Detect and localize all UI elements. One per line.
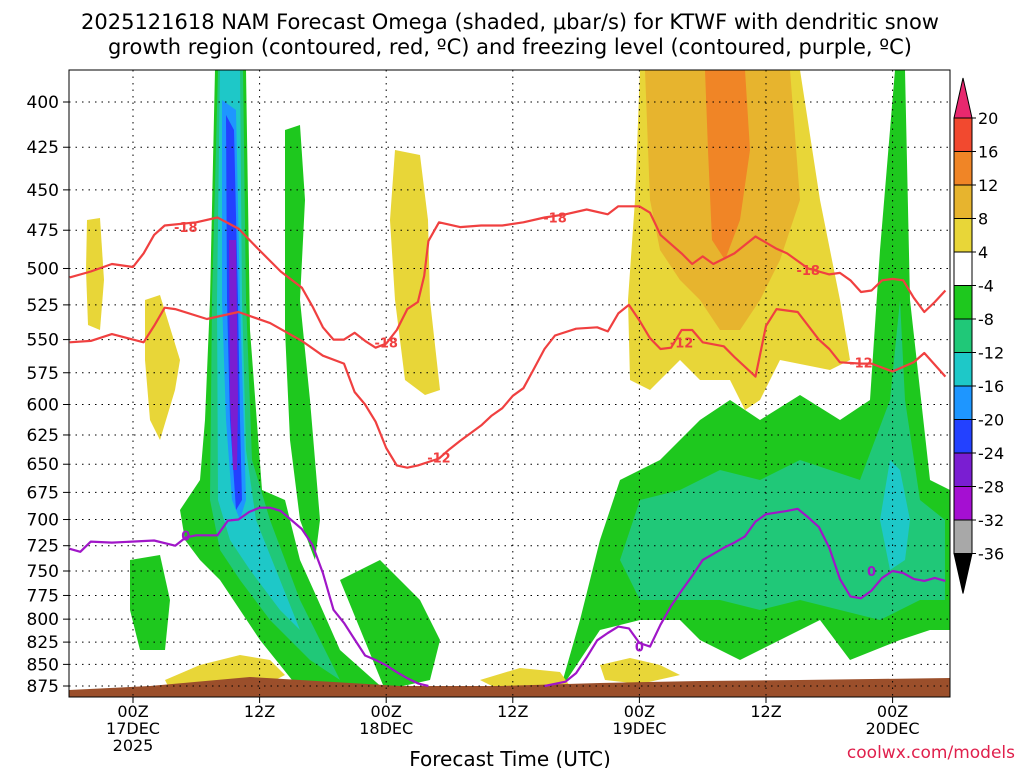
contour-label: -18: [374, 336, 398, 351]
x-tick-label: 00Z: [877, 702, 908, 721]
colorbar-block: [953, 385, 973, 420]
contour-label: 0: [867, 565, 876, 580]
colorbar-block: [953, 285, 973, 320]
colorbar-label: -8: [978, 310, 994, 329]
colorbar-label: 16: [978, 143, 998, 162]
omega-region-green-3: [130, 555, 170, 650]
colorbar-block: [953, 452, 973, 487]
chart-title-line2: growth region (contoured, red, ºC) and f…: [108, 35, 912, 59]
terrain: [69, 677, 950, 697]
y-tick-label: 725: [27, 537, 59, 557]
y-tick-label: 425: [27, 138, 59, 158]
y-tick-label: 550: [27, 331, 59, 351]
colorbar-label: -24: [978, 444, 1004, 463]
colorbar-block: [953, 352, 973, 387]
colorbar-label: -28: [978, 478, 1004, 497]
x-tick-label: 00Z: [371, 702, 402, 721]
contour-label: -18: [174, 221, 198, 236]
y-tick-label: 825: [27, 633, 59, 653]
omega-region-green-4: [340, 560, 440, 690]
contour-label: -18: [796, 264, 820, 279]
contour-label: -12: [670, 336, 694, 351]
colorbar-block: [953, 117, 973, 152]
omega-region-orange: [705, 70, 750, 260]
colorbar-label: -20: [978, 411, 1004, 430]
colorbar-label: 20: [978, 109, 998, 128]
omega-region-purple: [229, 240, 238, 470]
grid: [69, 70, 950, 697]
omega-region-teal-2: [620, 300, 945, 620]
colorbar-block: [953, 251, 973, 286]
omega-region-cyan-2: [880, 460, 910, 570]
colorbar: 20 16 12 8 4 -4 -8 -12 -16 -20 -24 -28 -32 -36: [953, 77, 1004, 594]
y-tick-label: 800: [27, 610, 59, 630]
colorbar-block: [953, 519, 973, 554]
contours: -18 -18 -18 -18 -12 -12 -12 0 0 0: [69, 205, 947, 688]
x-tick-label: 12Z: [244, 702, 275, 721]
y-axis: 400 425 450 475 500 525 550 575 600 625 650 675 700 7…: [27, 93, 69, 697]
colorbar-label: -4: [978, 277, 994, 296]
y-tick-label: 400: [27, 93, 59, 113]
x-tick-label: 2025: [113, 736, 154, 755]
contour-line: [544, 507, 946, 688]
contour-line: [69, 506, 429, 688]
colorbar-block: [953, 218, 973, 253]
colorbar-top-triangle: [953, 77, 973, 119]
chart-title-line1: 2025121618 NAM Forecast Omega (shaded, μ…: [81, 10, 939, 34]
x-tick-label: 18DEC: [359, 719, 413, 738]
x-tick-label: 17DEC: [106, 719, 160, 738]
credit-text: coolwx.com/models: [847, 743, 1015, 763]
plot-area: -18 -18 -18 -18 -12 -12 -12 0 0 0: [69, 70, 950, 697]
x-axis-label: Forecast Time (UTC): [409, 747, 611, 768]
plot-frame: [68, 69, 951, 698]
colorbar-label: -32: [978, 511, 1004, 530]
colorbar-block: [953, 486, 973, 521]
omega-region-yellow-4: [145, 295, 180, 440]
y-tick-label: 525: [27, 296, 59, 316]
contour-label: -12: [427, 451, 451, 466]
contour-label: 0: [181, 529, 190, 544]
y-tick-label: 775: [27, 586, 59, 606]
y-tick-label: 675: [27, 483, 59, 503]
colorbar-label: 12: [978, 176, 998, 195]
omega-region-yellow-7: [600, 658, 680, 684]
colorbar-label: 8: [978, 210, 988, 229]
colorbar-block: [953, 151, 973, 186]
contour-line: [69, 205, 947, 349]
colorbar-block: [953, 419, 973, 454]
colorbar-label: -16: [978, 377, 1004, 396]
colorbar-label: 4: [978, 243, 988, 262]
contour-line: [69, 303, 947, 469]
y-tick-label: 475: [27, 221, 59, 241]
colorbar-block: [953, 184, 973, 219]
x-tick-label: 19DEC: [612, 719, 666, 738]
y-tick-label: 650: [27, 455, 59, 475]
contour-label: 0: [635, 641, 644, 656]
colorbar-bottom-triangle: [953, 553, 973, 594]
y-tick-label: 500: [27, 259, 59, 279]
contour-label: -18: [543, 212, 567, 227]
y-tick-label: 575: [27, 364, 59, 384]
contour-label: -12: [849, 356, 873, 371]
x-tick-label: 00Z: [117, 702, 148, 721]
y-tick-label: 450: [27, 181, 59, 201]
x-tick-label: 12Z: [497, 702, 528, 721]
colorbar-label: -36: [978, 545, 1004, 564]
y-tick-label: 700: [27, 511, 59, 531]
y-tick-label: 750: [27, 562, 59, 582]
y-tick-label: 600: [27, 396, 59, 416]
colorbar-block: [953, 318, 973, 353]
y-tick-label: 875: [27, 677, 59, 697]
omega-region-yellow-3: [86, 218, 104, 330]
y-tick-label: 850: [27, 655, 59, 675]
x-tick-label: 20DEC: [866, 719, 920, 738]
y-tick-label: 625: [27, 426, 59, 446]
x-tick-label: 12Z: [750, 702, 781, 721]
colorbar-label: -12: [978, 344, 1004, 363]
x-tick-label: 00Z: [624, 702, 655, 721]
omega-region-yellow-2: [390, 150, 440, 395]
